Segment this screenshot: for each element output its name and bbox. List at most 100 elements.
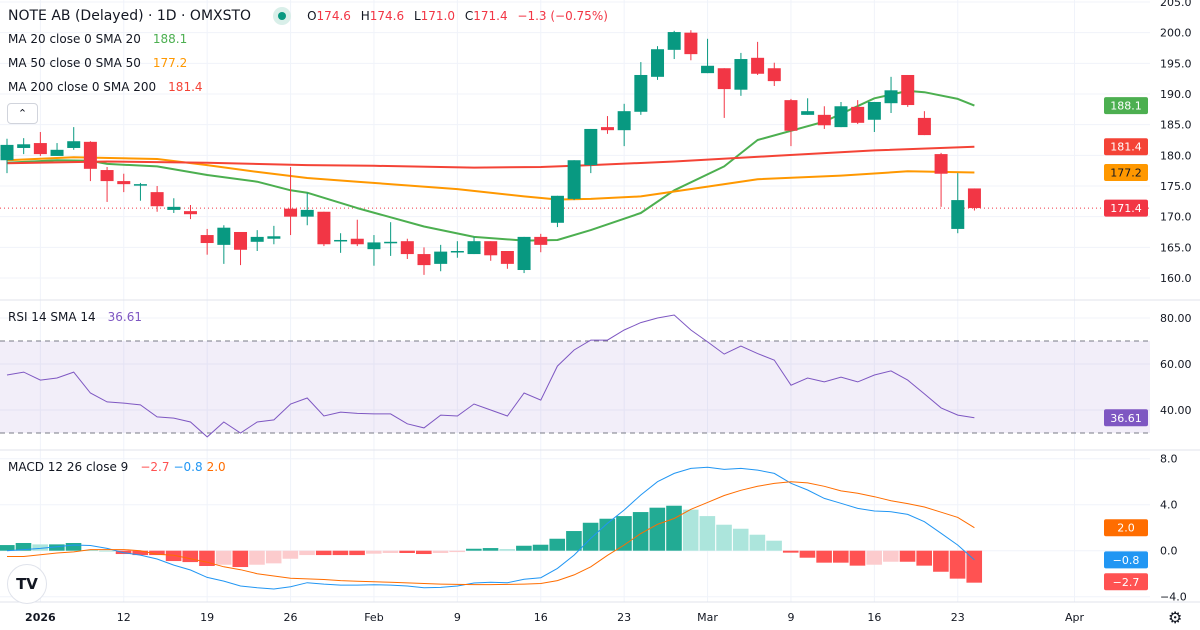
candle-2026-03-12[interactable] bbox=[834, 106, 848, 128]
rsi-band-fill bbox=[0, 341, 1150, 433]
candle-2026-01-21[interactable] bbox=[234, 231, 248, 250]
ohlc-values: O174.6 H174.6 L171.0 C171.4 −1.3 (−0.75%… bbox=[307, 9, 614, 23]
time-axis-label: 19 bbox=[200, 611, 214, 624]
candle-2026-02-03[interactable] bbox=[384, 241, 398, 244]
candle-2026-03-06[interactable] bbox=[767, 68, 781, 82]
candle-2026-03-17[interactable] bbox=[884, 90, 898, 104]
macd-line-value: −0.8 bbox=[173, 460, 203, 474]
macd-histogram-bar bbox=[282, 550, 299, 559]
candle-2026-03-13[interactable] bbox=[851, 106, 865, 123]
candle-2026-01-23[interactable] bbox=[267, 236, 281, 239]
candle-2026-01-28[interactable] bbox=[317, 211, 331, 245]
candle-2026-01-05[interactable] bbox=[33, 143, 47, 155]
macd-legend[interactable]: MACD 12 26 close 9 −2.7 −0.8 2.0 bbox=[8, 460, 226, 474]
candle-2026-03-24[interactable] bbox=[967, 188, 981, 209]
gear-icon[interactable]: ⚙ bbox=[1168, 608, 1183, 627]
symbol-title[interactable]: NOTE AB (Delayed) · 1D · OMXSTO bbox=[8, 8, 252, 24]
ma50-legend[interactable]: MA 50 close 0 SMA 50 177.2 bbox=[8, 56, 187, 70]
candle-2025-12-30[interactable] bbox=[0, 144, 14, 161]
candle-2026-03-03[interactable] bbox=[717, 68, 731, 90]
candle-2026-02-04[interactable] bbox=[400, 241, 414, 255]
candle-2026-03-11[interactable] bbox=[817, 114, 831, 126]
candle-2026-02-26[interactable] bbox=[667, 32, 681, 50]
macd-histogram-bar bbox=[883, 550, 899, 562]
candle-2026-01-27[interactable] bbox=[300, 209, 314, 217]
candle-2026-02-05[interactable] bbox=[417, 254, 431, 266]
candle-2026-02-12[interactable] bbox=[500, 250, 514, 264]
ma50-value: 177.2 bbox=[152, 56, 188, 70]
candle-2026-02-25[interactable] bbox=[651, 49, 665, 77]
price-axis-label: 185.0 bbox=[1160, 119, 1192, 132]
candle-2026-01-30[interactable] bbox=[350, 238, 364, 245]
macd-histogram-bar bbox=[582, 522, 599, 551]
candle-2026-02-24[interactable] bbox=[634, 74, 648, 112]
macd-histogram-bar bbox=[215, 550, 232, 565]
price-axis-label: 195.0 bbox=[1160, 57, 1192, 70]
open-value: 174.6 bbox=[316, 9, 351, 23]
candle-2026-03-02[interactable] bbox=[701, 65, 715, 74]
candle-2026-03-18[interactable] bbox=[901, 74, 915, 106]
rsi-legend[interactable]: RSI 14 SMA 14 36.61 bbox=[8, 310, 142, 324]
candle-2026-02-18[interactable] bbox=[567, 160, 581, 199]
macd-histogram-bar bbox=[132, 550, 149, 556]
candle-2026-03-20[interactable] bbox=[934, 154, 948, 174]
macd-histogram-bar bbox=[549, 538, 566, 551]
macd-histogram-bar bbox=[315, 550, 332, 556]
candle-2026-02-10[interactable] bbox=[467, 241, 481, 255]
candle-2026-01-06[interactable] bbox=[50, 149, 64, 156]
close-value: 171.4 bbox=[473, 9, 508, 23]
rsi-axis-label: 40.00 bbox=[1160, 404, 1192, 417]
candle-2026-02-23[interactable] bbox=[617, 111, 631, 131]
tradingview-logo[interactable]: TV bbox=[7, 564, 47, 604]
candle-2026-01-20[interactable] bbox=[217, 227, 231, 245]
rsi-axis-label: 80.00 bbox=[1160, 312, 1192, 325]
candle-2026-01-26[interactable] bbox=[284, 208, 298, 217]
candle-2026-02-11[interactable] bbox=[484, 241, 498, 256]
macd-histogram-bar bbox=[49, 544, 65, 551]
candle-2026-01-22[interactable] bbox=[250, 236, 264, 242]
candle-2026-03-09[interactable] bbox=[784, 100, 798, 131]
candle-2026-01-19[interactable] bbox=[200, 235, 214, 244]
time-axis-label: 9 bbox=[454, 611, 461, 624]
price-axis-label: 200.0 bbox=[1160, 27, 1192, 40]
candle-2026-02-17[interactable] bbox=[550, 195, 564, 223]
macd-signal-line bbox=[7, 481, 975, 586]
candle-2026-03-04[interactable] bbox=[734, 59, 748, 90]
low-label: L bbox=[413, 9, 421, 23]
ma200-legend[interactable]: MA 200 close 0 SMA 200 181.4 bbox=[8, 80, 203, 94]
candle-2026-01-09[interactable] bbox=[100, 170, 114, 182]
candle-2026-02-02[interactable] bbox=[367, 242, 381, 250]
candle-2026-02-09[interactable] bbox=[450, 250, 464, 253]
macd-axis-label: −4.0 bbox=[1160, 591, 1187, 604]
time-axis-label: 12 bbox=[117, 611, 131, 624]
candle-2026-01-08[interactable] bbox=[83, 141, 97, 169]
candle-2026-01-29[interactable] bbox=[334, 239, 348, 242]
collapse-legend-button[interactable]: ⌃ bbox=[7, 103, 38, 124]
macd-histogram-bar bbox=[766, 540, 782, 551]
candle-2026-01-13[interactable] bbox=[133, 184, 147, 186]
ma-line-ma200 bbox=[6, 145, 975, 169]
candle-2026-01-15[interactable] bbox=[167, 206, 181, 210]
rsi-badge bbox=[1104, 409, 1148, 427]
candle-2026-03-16[interactable] bbox=[867, 101, 881, 120]
ma20-legend[interactable]: MA 20 close 0 SMA 20 188.1 bbox=[8, 32, 187, 46]
candle-2026-02-27[interactable] bbox=[684, 32, 698, 55]
candle-2026-03-10[interactable] bbox=[801, 111, 815, 115]
macd-histogram-bar bbox=[866, 550, 882, 565]
macd-histogram-bar bbox=[699, 516, 716, 551]
candle-2026-01-12[interactable] bbox=[117, 181, 131, 185]
candle-2026-01-07[interactable] bbox=[67, 141, 81, 148]
candle-2026-02-20[interactable] bbox=[600, 127, 614, 131]
candle-2026-02-13[interactable] bbox=[517, 236, 531, 271]
candle-2026-03-19[interactable] bbox=[917, 117, 931, 136]
candle-2026-03-05[interactable] bbox=[751, 57, 765, 74]
candle-2026-02-16[interactable] bbox=[534, 236, 548, 245]
candle-2026-01-02[interactable] bbox=[17, 144, 31, 148]
candle-2026-03-23[interactable] bbox=[951, 200, 965, 229]
candle-2026-01-14[interactable] bbox=[150, 192, 164, 207]
candle-2026-01-16[interactable] bbox=[183, 211, 197, 215]
candle-2026-02-06[interactable] bbox=[434, 251, 448, 264]
macd-histogram-bar bbox=[416, 550, 432, 555]
candle-2026-02-19[interactable] bbox=[584, 128, 598, 166]
